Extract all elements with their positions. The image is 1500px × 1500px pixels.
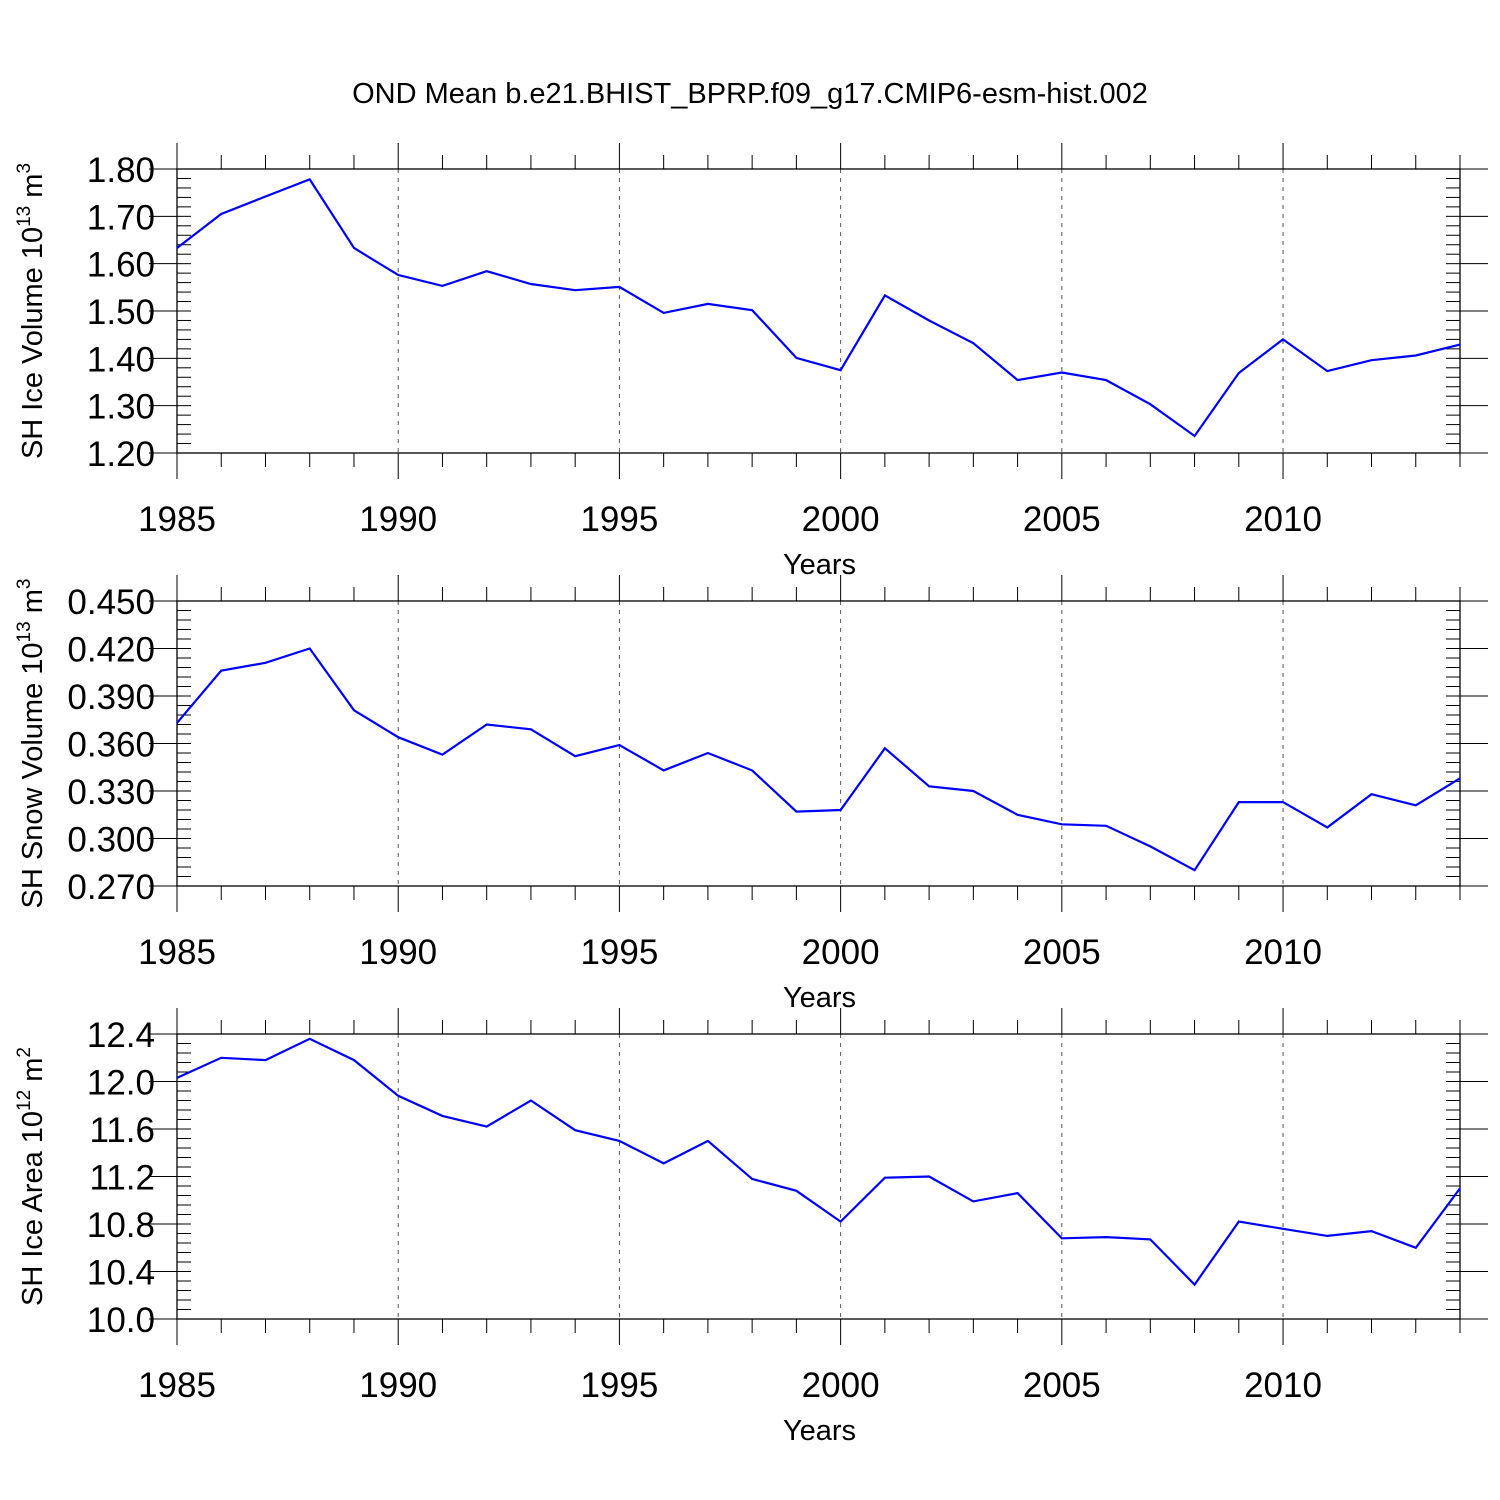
y-axis-label: SH Ice Volume 1013 m3 [14, 163, 49, 459]
y-tick-label: 0.450 [67, 583, 155, 622]
panel-3: 10.0 10.4 10.8 11.2 11.6 12.0 12.4 1985 1990 1995… [14, 1008, 1488, 1447]
x-tick-label: 1995 [580, 933, 658, 972]
series-line [176, 1037, 1461, 1287]
y-tick-label: 0.270 [67, 868, 155, 907]
y-tick-label: 0.300 [67, 821, 155, 860]
y-tick-label: 0.360 [67, 726, 155, 765]
y-axis-label: SH Ice Area 1012 m2 [14, 1047, 49, 1306]
x-tick-label: 2010 [1244, 933, 1322, 972]
plot-frame [176, 1033, 1461, 1320]
x-tick-label: 1990 [359, 933, 437, 972]
x-tick-label: 1995 [580, 500, 658, 539]
x-tick-label: 2000 [802, 1366, 880, 1405]
x-tick-label: 2005 [1023, 933, 1101, 972]
x-tick-label: 1985 [138, 933, 216, 972]
y-axis-label: SH Snow Volume 1013 m3 [14, 579, 49, 909]
y-tick-label: 1.20 [87, 435, 155, 474]
y-tick-label: 11.6 [89, 1111, 155, 1150]
plot-frame [176, 168, 1461, 454]
y-tick-label: 0.420 [67, 631, 155, 670]
y-tick-label: 0.390 [67, 678, 155, 717]
y-tick-label: 1.80 [87, 151, 155, 190]
x-tick-label: 2000 [802, 933, 880, 972]
x-tick-label: 2005 [1023, 500, 1101, 539]
x-tick-label: 1985 [138, 1366, 216, 1405]
x-tick-label: 1995 [580, 1366, 658, 1405]
panel-2: 0.270 0.300 0.330 0.360 0.390 0.420 0.450 1985 1… [14, 575, 1488, 1014]
y-tick-label: 10.8 [87, 1206, 155, 1245]
y-tick-label: 0.330 [67, 773, 155, 812]
x-tick-label: 2010 [1244, 500, 1322, 539]
x-tick-label: 1990 [359, 1366, 437, 1405]
series-line [176, 647, 1461, 872]
x-tick-label: 2000 [802, 500, 880, 539]
y-tick-label: 11.2 [89, 1159, 155, 1198]
y-tick-label: 1.60 [87, 246, 155, 285]
y-tick-label: 10.4 [87, 1254, 155, 1293]
x-tick-label: 2010 [1244, 1366, 1322, 1405]
panel-1: 1.20 1.30 1.40 1.50 1.60 1.70 1.80 1985 1990 1995… [14, 143, 1488, 581]
y-tick-label: 12.0 [87, 1064, 155, 1103]
x-tick-label: 1985 [138, 500, 216, 539]
x-tick-label: 1990 [359, 500, 437, 539]
series-line [176, 178, 1461, 438]
x-tick-label: 2005 [1023, 1366, 1101, 1405]
x-axis-label: Years [783, 982, 856, 1014]
x-axis-label: Years [783, 1415, 856, 1447]
y-tick-label: 1.70 [87, 198, 155, 237]
figure-title: OND Mean b.e21.BHIST_BPRP.f09_g17.CMIP6-… [352, 78, 1148, 110]
plot-frame [176, 600, 1461, 887]
y-tick-label: 10.0 [87, 1301, 155, 1340]
y-tick-label: 1.50 [87, 293, 155, 332]
y-tick-label: 1.30 [87, 388, 155, 427]
x-axis-label: Years [783, 549, 856, 581]
y-tick-label: 12.4 [87, 1016, 155, 1055]
y-tick-label: 1.40 [87, 340, 155, 379]
